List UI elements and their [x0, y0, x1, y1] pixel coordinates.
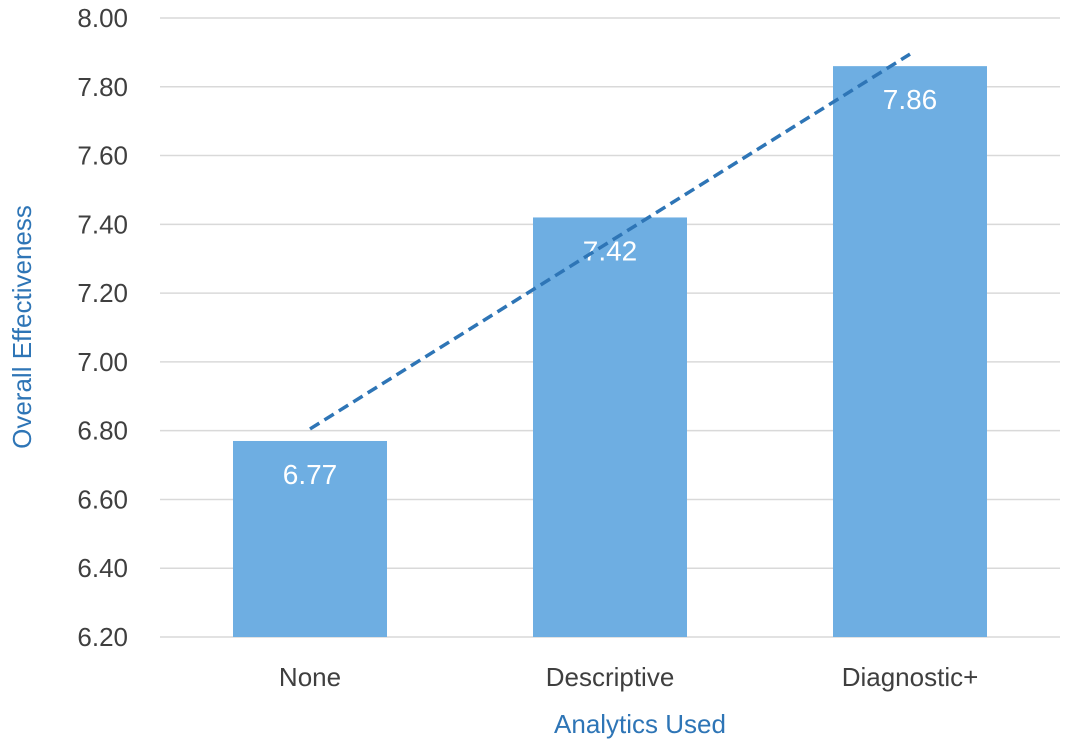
y-tick-label: 7.80 [77, 72, 128, 102]
data-label: 7.42 [583, 235, 638, 266]
data-label: 7.86 [883, 84, 938, 115]
y-tick-label: 7.20 [77, 278, 128, 308]
y-tick-label: 6.40 [77, 553, 128, 583]
data-label: 6.77 [283, 459, 338, 490]
y-tick-label: 6.20 [77, 622, 128, 652]
y-tick-label: 7.00 [77, 347, 128, 377]
x-axis-categories: None Descriptive Diagnostic+ [279, 662, 978, 692]
x-category-label: Descriptive [546, 662, 675, 692]
bar [533, 217, 687, 637]
y-axis-title: Overall Effectiveness [7, 205, 37, 449]
bar [233, 440, 387, 637]
y-tick-label: 6.80 [77, 416, 128, 446]
bar [833, 66, 987, 637]
x-category-label: None [279, 662, 341, 692]
bars [233, 66, 987, 637]
y-tick-label: 6.60 [77, 484, 128, 514]
y-axis-ticks: 6.20 6.40 6.60 6.80 7.00 7.20 7.40 7.60 7.80 8.00 [77, 3, 128, 652]
y-tick-label: 7.60 [77, 141, 128, 171]
y-tick-label: 8.00 [77, 3, 128, 33]
x-axis-title: Analytics Used [554, 709, 726, 739]
x-category-label: Diagnostic+ [842, 662, 979, 692]
y-tick-label: 7.40 [77, 209, 128, 239]
